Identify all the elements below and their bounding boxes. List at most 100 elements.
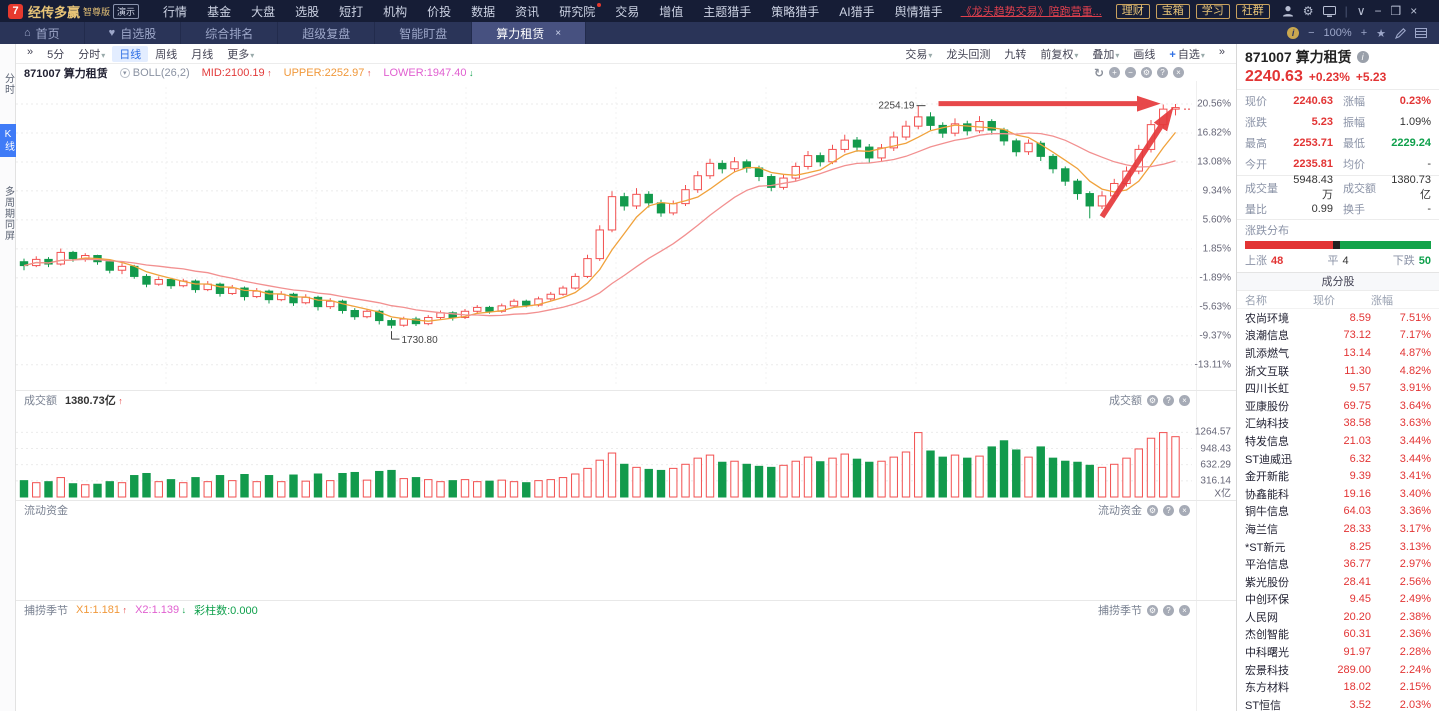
constituent-row[interactable]: 中创环保 9.45 2.49%	[1237, 591, 1439, 609]
tab[interactable]: ⌂ 首页	[0, 22, 85, 44]
toolbar-chip[interactable]: 九转	[997, 46, 1033, 62]
constituent-row[interactable]: 铜牛信息 64.03 3.36%	[1237, 503, 1439, 521]
constituent-row[interactable]: 浙文互联 11.30 4.82%	[1237, 362, 1439, 380]
indicator-selector[interactable]: ▾ BOLL(26,2)	[119, 67, 190, 79]
menu-item[interactable]: 选股	[295, 4, 320, 19]
constituent-row[interactable]: ST恒信 3.52 2.03%	[1237, 696, 1439, 711]
gear-icon[interactable]: ⚙	[1147, 604, 1158, 616]
collapse-icon[interactable]: ∨	[1356, 4, 1366, 18]
info-icon[interactable]: i	[1356, 51, 1369, 63]
view-mode-item[interactable]: 分时	[2, 73, 14, 95]
flow-panel[interactable]: 流动资金 流动资金 ⚙ ? ×	[16, 500, 1236, 600]
monitor-icon[interactable]	[1322, 5, 1336, 17]
toolbar-chip[interactable]: + 自选▾	[1162, 46, 1211, 62]
constituent-row[interactable]: 平治信息 36.77 2.97%	[1237, 555, 1439, 573]
toolbar-chip[interactable]: 更多▾	[220, 46, 261, 62]
menu-item[interactable]: 资讯	[515, 4, 540, 19]
refresh-icon[interactable]: ↻	[1093, 65, 1104, 80]
menu-item[interactable]: 基金	[207, 4, 232, 19]
toolbar-chip[interactable]: 叠加▾	[1085, 46, 1126, 62]
tab-close-icon[interactable]: ×	[555, 27, 562, 39]
constituent-row[interactable]: 宏景科技 289.00 2.24%	[1237, 661, 1439, 679]
toolbar-chip[interactable]: »	[20, 46, 40, 62]
constituent-row[interactable]: 中科曙光 91.97 2.28%	[1237, 643, 1439, 661]
gear-icon[interactable]: ⚙	[1147, 394, 1158, 406]
menu-item[interactable]: 数据	[471, 4, 496, 19]
top-button[interactable]: 社群	[1235, 3, 1270, 19]
menu-item[interactable]: 增值	[659, 4, 684, 19]
toolbar-chip[interactable]: 分时▾	[71, 46, 112, 62]
menu-item[interactable]: 主题猎手	[703, 4, 752, 19]
menu-item[interactable]: 研究院	[549, 2, 605, 20]
tab[interactable]: 超级复盘	[278, 22, 376, 44]
constituent-row[interactable]: 海兰信 28.33 3.17%	[1237, 520, 1439, 538]
promo-link[interactable]: 《龙头趋势交易》陪跑营重...	[960, 6, 1102, 18]
close-icon[interactable]: ×	[1179, 394, 1190, 406]
menu-item[interactable]: 价投	[427, 4, 452, 19]
constituent-row[interactable]: 人民网 20.20 2.38%	[1237, 608, 1439, 626]
constituent-row[interactable]: 东方材料 18.02 2.15%	[1237, 678, 1439, 696]
top-button[interactable]: 理财	[1115, 3, 1150, 19]
constituent-row[interactable]: 农尚环境 8.59 7.51%	[1237, 309, 1439, 327]
zoom-in-icon[interactable]: +	[1109, 67, 1120, 78]
tab[interactable]: 算力租赁 ×	[472, 22, 587, 44]
tab[interactable]: ♥ 自选股	[85, 22, 182, 44]
help-icon[interactable]: ?	[1163, 504, 1174, 516]
constituent-row[interactable]: 特发信息 21.03 3.44%	[1237, 432, 1439, 450]
toolbar-chip[interactable]: 画线	[1126, 46, 1162, 62]
help-icon[interactable]: ?	[1163, 394, 1174, 406]
toolbar-chip[interactable]: 龙头回测	[939, 46, 997, 62]
zoom-in-button[interactable]: +	[1360, 27, 1368, 39]
constituent-row[interactable]: 凯添燃气 13.14 4.87%	[1237, 344, 1439, 362]
menu-item[interactable]: 短打	[339, 4, 364, 19]
menu-item[interactable]: 策略猎手	[771, 4, 820, 19]
menu-item[interactable]: 交易	[615, 4, 640, 19]
close-button[interactable]: ×	[1410, 4, 1418, 18]
panel-settings-icon[interactable]: ⚙	[1141, 67, 1152, 78]
menu-item[interactable]: 大盘	[251, 4, 276, 19]
toolbar-chip[interactable]: 日线	[112, 45, 149, 62]
constituent-row[interactable]: 紫光股份 28.41 2.56%	[1237, 573, 1439, 591]
toolbar-chip[interactable]: 周线	[148, 46, 184, 62]
layout-list-icon[interactable]	[1415, 28, 1427, 38]
menu-item[interactable]: 行情	[163, 4, 188, 19]
toolbar-chip[interactable]: 前复权▾	[1033, 46, 1085, 62]
constituent-row[interactable]: 协鑫能科 19.16 3.40%	[1237, 485, 1439, 503]
volume-panel[interactable]: 成交额 1380.73亿 ↑ 成交额 ⚙ ? × 1264.57 948.43 63…	[16, 390, 1236, 500]
pencil-icon[interactable]	[1395, 27, 1406, 39]
toolbar-chip[interactable]: »	[1212, 46, 1232, 62]
constituent-row[interactable]: 浪潮信息 73.12 7.17%	[1237, 327, 1439, 345]
zoom-out-icon[interactable]: −	[1125, 67, 1136, 78]
panel-help-icon[interactable]: ?	[1157, 67, 1168, 78]
panel-close-icon[interactable]: ×	[1173, 67, 1184, 78]
menu-item[interactable]: AI猎手	[839, 4, 875, 19]
close-icon[interactable]: ×	[1179, 504, 1190, 516]
constituent-row[interactable]: 汇纳科技 38.58 3.63%	[1237, 415, 1439, 433]
tab[interactable]: 综合排名	[181, 22, 279, 44]
kline-panel[interactable]: 2254.19 1730.80 20.56% 16.82% 13.08% 9.34% 5.…	[16, 81, 1236, 390]
menu-item[interactable]: 机构	[383, 4, 408, 19]
constituent-row[interactable]: *ST新元 8.25 3.13%	[1237, 538, 1439, 556]
gear-icon[interactable]: ⚙	[1147, 504, 1158, 516]
settings-gear-icon[interactable]: ⚙	[1302, 4, 1314, 18]
zoom-out-button[interactable]: −	[1308, 27, 1315, 39]
view-mode-item[interactable]: 多周期同屏	[2, 186, 14, 241]
user-icon[interactable]	[1282, 5, 1294, 17]
top-button[interactable]: 学习	[1195, 3, 1230, 19]
fish-panel[interactable]: 捕捞季节 X1:1.181 ↑ X2:1.139 ↓ 彩柱数:0.000 捕捞季…	[16, 600, 1236, 711]
toolbar-chip[interactable]: 5分	[40, 46, 71, 62]
view-mode-item[interactable]: K线	[0, 124, 16, 157]
tab[interactable]: 智能盯盘	[375, 22, 473, 44]
constituent-row[interactable]: 四川长虹 9.57 3.91%	[1237, 379, 1439, 397]
constituent-row[interactable]: 亚康股份 69.75 3.64%	[1237, 397, 1439, 415]
favorite-star-icon[interactable]: ★	[1376, 27, 1386, 40]
top-button[interactable]: 宝箱	[1155, 3, 1190, 19]
menu-item[interactable]: 舆情猎手	[894, 4, 943, 19]
constituent-row[interactable]: ST迪威迅 6.32 3.44%	[1237, 450, 1439, 468]
minimize-button[interactable]: −	[1374, 4, 1382, 18]
toolbar-chip[interactable]: 月线	[184, 46, 220, 62]
constituent-row[interactable]: 金开新能 9.39 3.41%	[1237, 467, 1439, 485]
restore-button[interactable]: ❒	[1390, 4, 1402, 18]
toolbar-chip[interactable]: 交易▾	[898, 46, 939, 62]
coin-icon[interactable]: i	[1287, 27, 1300, 39]
